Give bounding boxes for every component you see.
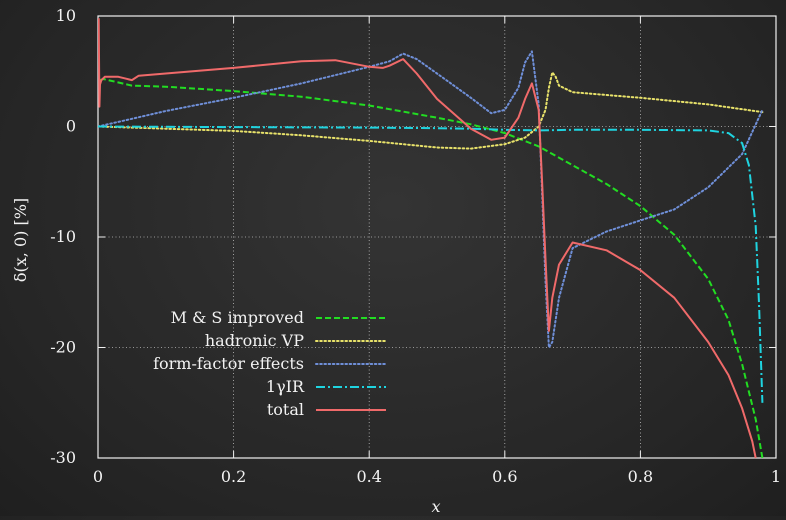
x-tick-label: 0.8 xyxy=(628,467,653,486)
x-tick-label: 1 xyxy=(771,467,781,486)
x-tick-label: 0.4 xyxy=(356,467,381,486)
series-line-2 xyxy=(98,50,764,349)
series-line-3 xyxy=(98,125,764,403)
tick-labels: 0 0.2 0.4 0.6 0.8 1 -30 -20 -10 0 10 xyxy=(50,6,781,486)
x-tick-label: 0 xyxy=(93,467,103,486)
legend-label: hadronic VP xyxy=(205,331,304,350)
x-axis-label: x xyxy=(431,497,440,516)
y-tick-label: -10 xyxy=(50,227,76,246)
y-tick-label: -20 xyxy=(50,338,76,357)
y-tick-label: -30 xyxy=(50,448,76,467)
series-line-0 xyxy=(99,78,764,459)
series-line-1 xyxy=(98,71,764,150)
y-tick-label: 0 xyxy=(66,117,76,136)
grid xyxy=(98,16,776,458)
x-tick-label: 0.6 xyxy=(492,467,517,486)
legend-label: M & S improved xyxy=(171,308,304,327)
legend-label: total xyxy=(267,400,304,419)
legend-label: 1γIR xyxy=(266,377,305,396)
y-axis-label: δ(x, 0) [%] xyxy=(11,198,30,282)
legend-label: form-factor effects xyxy=(153,354,304,373)
legend: M & S improved hadronic VP form-factor eff… xyxy=(153,308,387,419)
x-tick-label: 0.2 xyxy=(221,467,246,486)
y-tick-label: 10 xyxy=(56,6,76,25)
series-line-4 xyxy=(98,18,757,459)
series-group xyxy=(98,18,764,459)
